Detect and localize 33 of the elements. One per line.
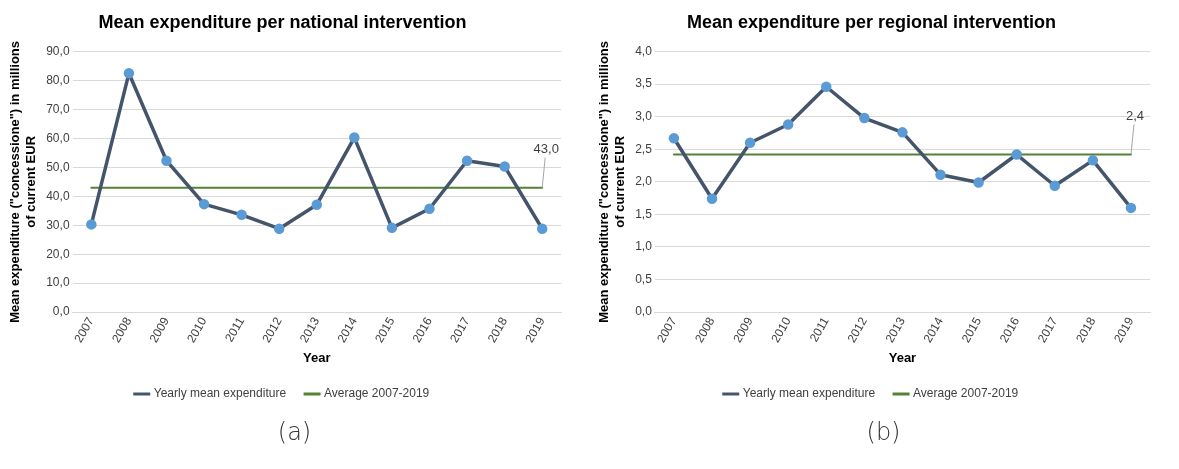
legend-label: Yearly mean expenditure bbox=[742, 386, 876, 401]
y-tick-label: 2,0 bbox=[635, 174, 653, 189]
y-tick-label: 4,0 bbox=[635, 43, 653, 58]
y-axis-title: Mean expenditure ("concessione") in millions of current EUR bbox=[596, 40, 627, 323]
data-label: 2,4 bbox=[1125, 107, 1144, 123]
y-tick-label: 1,0 bbox=[635, 239, 653, 254]
y-tick-label: 0,0 bbox=[52, 304, 70, 319]
y-tick-label: 50,0 bbox=[46, 159, 70, 174]
y-tick-label: 70,0 bbox=[46, 101, 70, 116]
chart-title: Mean expenditure per national intervention bbox=[98, 11, 467, 32]
y-tick-label: 0,0 bbox=[635, 304, 653, 319]
y-axis-title: Mean expenditure ("concessione") in millions of current EUR bbox=[7, 40, 38, 323]
legend-label: Average 2007-2019 bbox=[913, 386, 1019, 401]
y-tick-label: 3,0 bbox=[635, 109, 653, 124]
text: (b) bbox=[865, 418, 902, 446]
x-axis-title: Year bbox=[888, 349, 917, 365]
chart-title: Mean expenditure per regional intervention bbox=[686, 11, 1057, 32]
legend-label: Yearly mean expenditure bbox=[153, 386, 287, 401]
y-tick-label: 1,5 bbox=[635, 206, 653, 221]
legend-label: Average 2007-2019 bbox=[324, 386, 430, 401]
y-tick-label: 90,0 bbox=[46, 43, 70, 58]
y-tick-label: 10,0 bbox=[46, 275, 70, 290]
text: (a) bbox=[276, 418, 313, 446]
y-tick-label: 40,0 bbox=[46, 188, 70, 203]
y-tick-label: 3,5 bbox=[635, 76, 653, 91]
y-tick-label: 2,5 bbox=[635, 141, 653, 156]
y-tick-label: 20,0 bbox=[46, 246, 70, 261]
y-tick-label: 0,5 bbox=[635, 271, 653, 286]
y-tick-label: 30,0 bbox=[46, 217, 70, 232]
y-tick-label: 60,0 bbox=[46, 130, 70, 145]
data-label: 43,0 bbox=[533, 140, 559, 156]
x-axis-title: Year bbox=[303, 349, 331, 365]
y-tick-label: 80,0 bbox=[46, 72, 70, 87]
